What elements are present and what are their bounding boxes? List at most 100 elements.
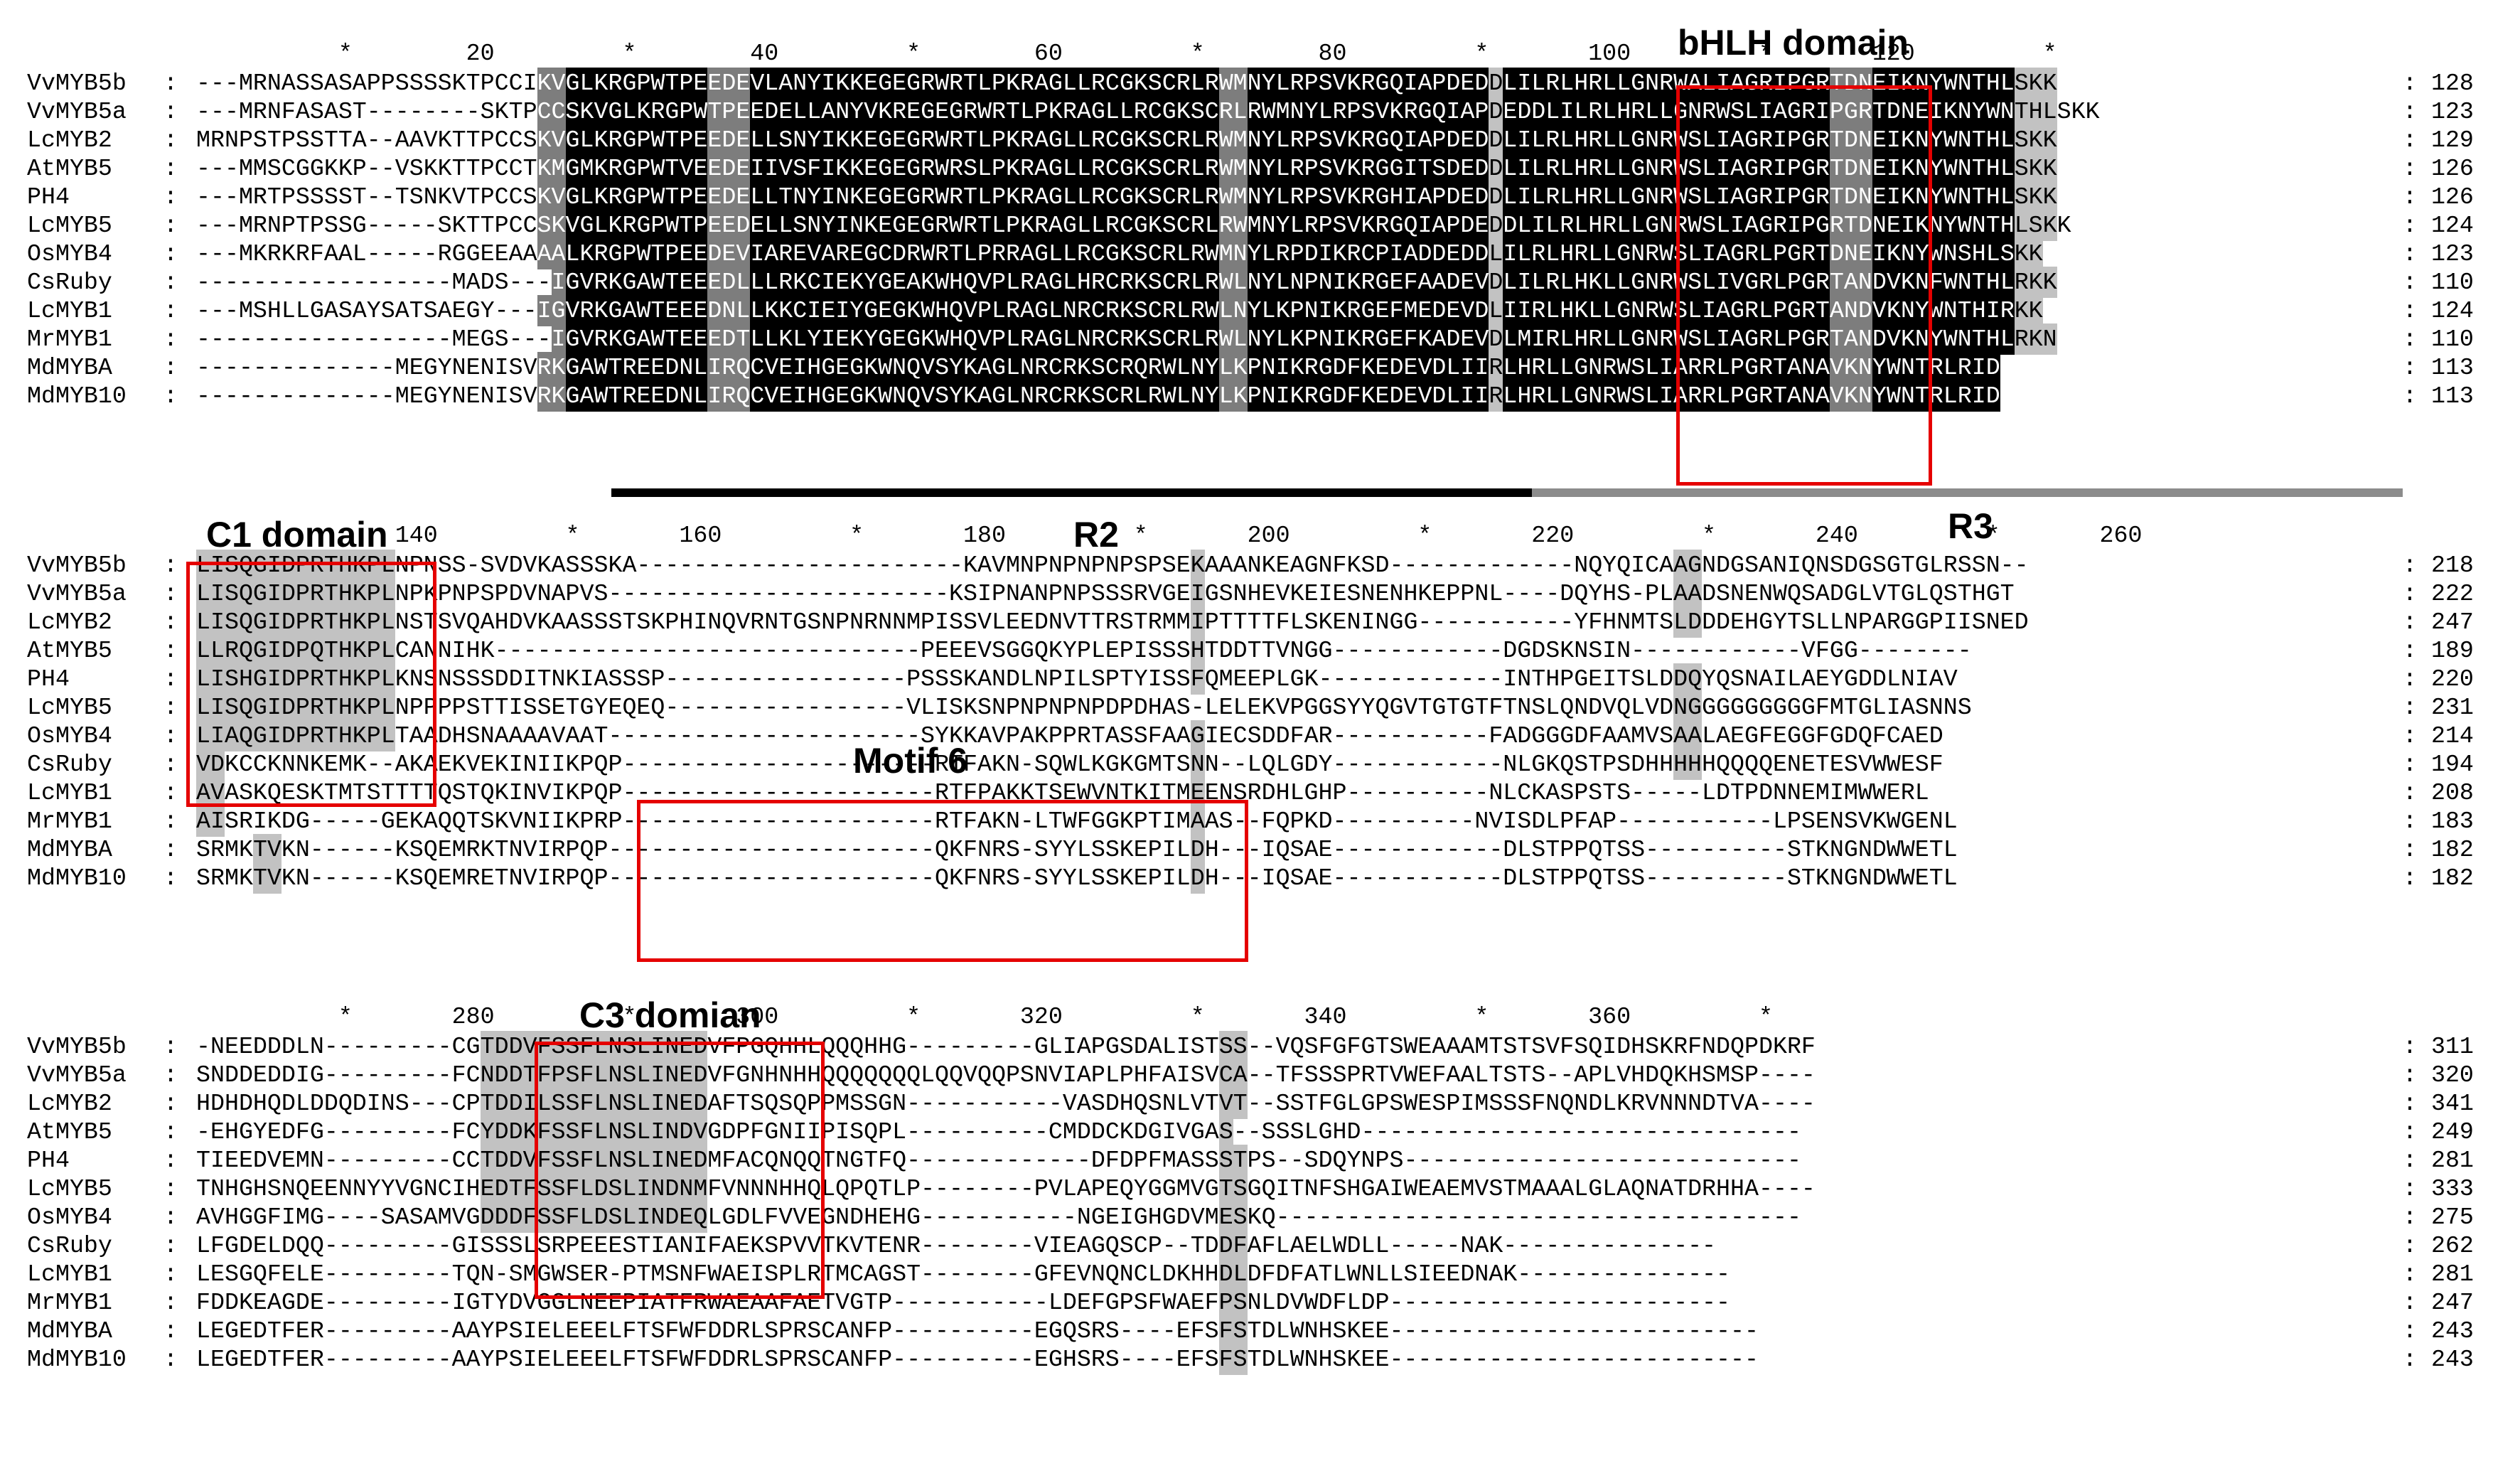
residue-count: : 281 bbox=[2403, 1147, 2474, 1174]
c3-domain-box bbox=[535, 1042, 825, 1299]
sequence-residues: ---MSHLLGASAYSATSAEGY---IGVRKGAWTEEEDNLL… bbox=[196, 295, 2043, 326]
sequence-name: MdMYB10 bbox=[27, 382, 127, 410]
separator: : bbox=[163, 240, 178, 267]
residue-count: : 110 bbox=[2403, 269, 2474, 296]
position-ruler: 140 * 160 * 180 * 200 * 220 * 240 * 260 bbox=[196, 522, 2143, 549]
residue-count: : 113 bbox=[2403, 382, 2474, 410]
sequence-name: PH4 bbox=[27, 1147, 70, 1174]
sequence-residues: ---MRTPSSSST--TSNKVTPCCSKVGLKRGPWTPEEDEL… bbox=[196, 181, 2057, 213]
residue-count: : 222 bbox=[2403, 580, 2474, 607]
separator: : bbox=[163, 1118, 178, 1145]
separator: : bbox=[163, 1289, 178, 1316]
separator: : bbox=[163, 382, 178, 410]
sequence-residues: LEGEDTFER---------AAYPSIELEEELFTSFWFDDRL… bbox=[196, 1315, 1759, 1347]
sequence-residues: LLRQGIDPQTHKPLCANNIHK-------------------… bbox=[196, 635, 1972, 666]
residue-count: : 113 bbox=[2403, 354, 2474, 381]
motif6-box bbox=[637, 800, 1248, 962]
sequence-residues: ---MRNPTPSSG-----SKTTPCCSKVGLKRGPWTPEEDE… bbox=[196, 210, 2071, 241]
sequence-residues: ---MMSCGGKKP--VSKKTTPCCTKMGMKRGPWTVEEDEI… bbox=[196, 153, 2057, 184]
sequence-name: OsMYB4 bbox=[27, 722, 112, 749]
sequence-residues: VDKCCKNNKEMK--AKAEKVEKINIIKPQP----------… bbox=[196, 749, 1943, 780]
sequence-residues: LIAQGIDPRTHKPLTAADHSNAAAAVAAT-----------… bbox=[196, 720, 1943, 751]
sequence-name: MdMYBA bbox=[27, 836, 112, 863]
separator: : bbox=[163, 1175, 178, 1202]
separator: : bbox=[163, 1346, 178, 1373]
sequence-residues: LISQGIDPRTHKPLNPNSS-SVDVKASSSKA---------… bbox=[196, 550, 2029, 581]
sequence-residues: ---MRNASSASAPPSSSSKTPCCIKVGLKRGPWTPEEDEV… bbox=[196, 68, 2057, 99]
r3-label: R3 bbox=[1948, 506, 1993, 546]
separator: : bbox=[163, 1033, 178, 1060]
separator: : bbox=[163, 70, 178, 97]
separator: : bbox=[163, 694, 178, 721]
residue-count: : 182 bbox=[2403, 865, 2474, 892]
separator: : bbox=[163, 326, 178, 353]
separator: : bbox=[163, 155, 178, 182]
residue-count: : 231 bbox=[2403, 694, 2474, 721]
sequence-residues: TIEEDVEMN---------CCTDDVFSSFLNSLINEDMFAC… bbox=[196, 1145, 1801, 1176]
sequence-name: LcMYB1 bbox=[27, 297, 112, 324]
residue-count: : 110 bbox=[2403, 326, 2474, 353]
sequence-name: LcMYB2 bbox=[27, 127, 112, 154]
separator: : bbox=[163, 722, 178, 749]
separator: : bbox=[163, 552, 178, 579]
sequence-name: MrMYB1 bbox=[27, 326, 112, 353]
sequence-residues: ------------------MEGS---IGVRKGAWTEEEDTL… bbox=[196, 323, 2057, 355]
c1-domain-label: C1 domain bbox=[206, 515, 388, 555]
separator: : bbox=[163, 1090, 178, 1117]
sequence-name: VvMYB5b bbox=[27, 552, 127, 579]
sequence-name: AtMYB5 bbox=[27, 637, 112, 664]
bhlh-domain-label: bHLH domain bbox=[1678, 23, 1909, 63]
separator: : bbox=[163, 1261, 178, 1288]
sequence-residues: LEGEDTFER---------AAYPSIELEEELFTSFWFDDRL… bbox=[196, 1344, 1759, 1375]
sequence-residues: FDDKEAGDE---------IGTYDVGGLNEEPIATFRWAEA… bbox=[196, 1287, 1730, 1318]
separator: : bbox=[163, 751, 178, 778]
residue-count: : 129 bbox=[2403, 127, 2474, 154]
position-ruler: * 280 * 300 * 320 * 340 * 360 * bbox=[196, 1003, 1773, 1030]
sequence-name: AtMYB5 bbox=[27, 1118, 112, 1145]
position-ruler: * 20 * 40 * 60 * 80 * 100 * 120 * bbox=[196, 40, 2057, 67]
residue-count: : 218 bbox=[2403, 552, 2474, 579]
sequence-residues: LISQGIDPRTHKPLNPKPNPSPDVNAPVS-----------… bbox=[196, 578, 2015, 609]
sequence-name: VvMYB5a bbox=[27, 580, 127, 607]
separator: : bbox=[163, 1232, 178, 1259]
bhlh-domain-box bbox=[1676, 85, 1932, 486]
residue-count: : 275 bbox=[2403, 1204, 2474, 1231]
residue-count: : 262 bbox=[2403, 1232, 2474, 1259]
residue-count: : 123 bbox=[2403, 98, 2474, 125]
residue-count: : 249 bbox=[2403, 1118, 2474, 1145]
sequence-residues: LESGQFELE---------TQN-SMGWSER-PTMSNFWAEI… bbox=[196, 1258, 1730, 1290]
separator: : bbox=[163, 609, 178, 636]
sequence-name: LcMYB2 bbox=[27, 1090, 112, 1117]
residue-count: : 243 bbox=[2403, 1346, 2474, 1373]
residue-count: : 220 bbox=[2403, 665, 2474, 692]
residue-count: : 333 bbox=[2403, 1175, 2474, 1202]
residue-count: : 126 bbox=[2403, 183, 2474, 210]
sequence-residues: LISQGIDPRTHKPLNSTSVQAHDVKAASSSTSKPHINQVR… bbox=[196, 606, 2029, 638]
sequence-name: OsMYB4 bbox=[27, 1204, 112, 1231]
sequence-name: LcMYB1 bbox=[27, 779, 112, 806]
r2-domain-bar bbox=[611, 488, 1532, 497]
residue-count: : 124 bbox=[2403, 212, 2474, 239]
sequence-name: LcMYB1 bbox=[27, 1261, 112, 1288]
residue-count: : 182 bbox=[2403, 836, 2474, 863]
separator: : bbox=[163, 1317, 178, 1344]
sequence-residues: MRNPSTPSSTTA--AAVKTTPCCSKVGLKRGPWTPEEDEL… bbox=[196, 124, 2057, 156]
sequence-name: CsRuby bbox=[27, 751, 112, 778]
sequence-name: PH4 bbox=[27, 183, 70, 210]
sequence-name: LcMYB5 bbox=[27, 212, 112, 239]
sequence-residues: TNHGHSNQEENNYYVGNCIHEDTFSSFLDSLINDNMFVNN… bbox=[196, 1173, 1816, 1204]
separator: : bbox=[163, 808, 178, 835]
sequence-residues: ---MRNFASAST--------SKTPCCSKVGLKRGPWTPEE… bbox=[196, 96, 2100, 127]
sequence-name: CsRuby bbox=[27, 1232, 112, 1259]
residue-count: : 214 bbox=[2403, 722, 2474, 749]
sequence-residues: AISRIKDG-----GEKAQQTSKVNIIKPRP----------… bbox=[196, 806, 1958, 837]
residue-count: : 243 bbox=[2403, 1317, 2474, 1344]
sequence-name: OsMYB4 bbox=[27, 240, 112, 267]
separator: : bbox=[163, 580, 178, 607]
residue-count: : 247 bbox=[2403, 1289, 2474, 1316]
sequence-name: VvMYB5b bbox=[27, 70, 127, 97]
residue-count: : 247 bbox=[2403, 609, 2474, 636]
sequence-name: CsRuby bbox=[27, 269, 112, 296]
residue-count: : 194 bbox=[2403, 751, 2474, 778]
separator: : bbox=[163, 1061, 178, 1088]
